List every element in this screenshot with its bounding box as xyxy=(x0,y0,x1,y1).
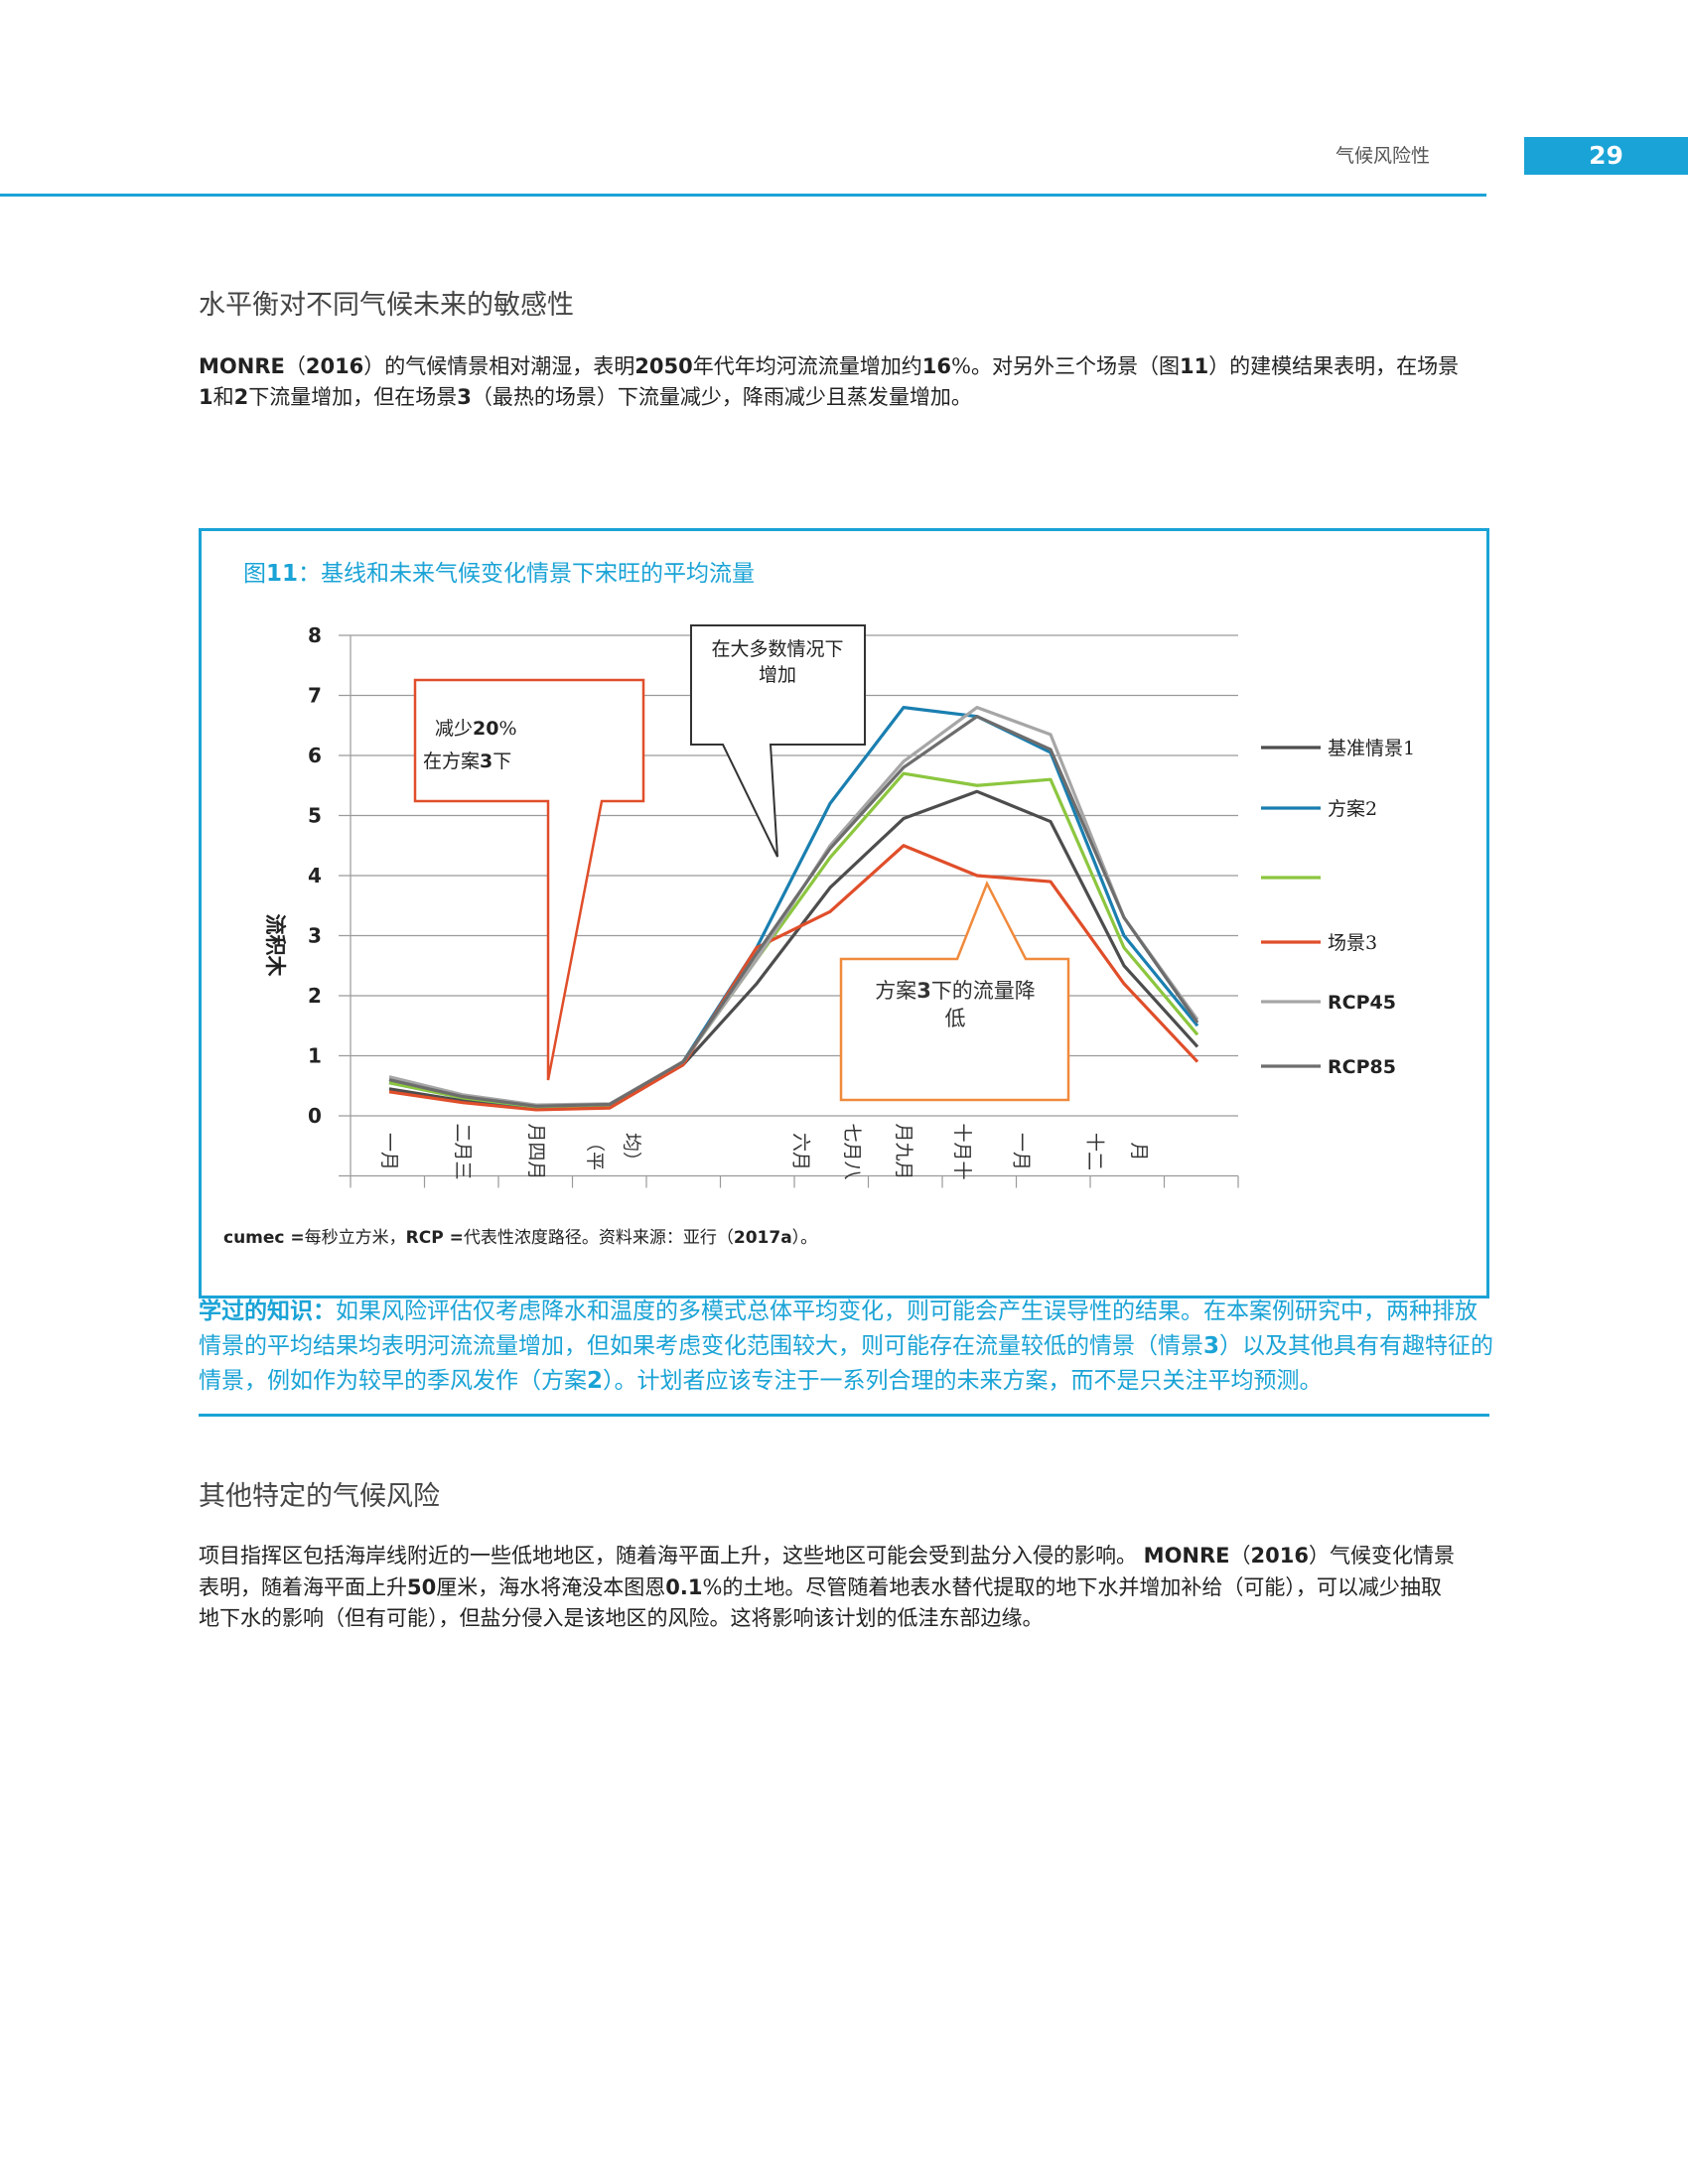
figure-caption: 图11：基线和未来气候变化情景下宋旺的平均流量 xyxy=(243,554,755,588)
text-run: （最热的场景）下流量减少，降雨减少且蒸发量增加。 xyxy=(471,385,972,409)
legend-label: 基准情景1 xyxy=(1328,738,1415,759)
x-tick-label: 十月十 xyxy=(951,1123,973,1179)
y-tick-label: 1 xyxy=(308,1044,322,1068)
x-tick-label: 月 xyxy=(1128,1142,1150,1160)
lesson-learned-text: 学过的知识：如果风险评估仅考虑降水和温度的多模式总体平均变化，则可能会产生误导性… xyxy=(199,1294,1494,1399)
text-monre: MONRE xyxy=(1143,1544,1230,1568)
text-run: （ xyxy=(1229,1544,1251,1568)
callout-low-box xyxy=(839,880,1070,1102)
callout-decrease-line2: 在方案3下 xyxy=(423,751,511,772)
flow-line-chart: 0 1 2 3 4 5 6 7 8 一月 二月三 月四月 （平 均） 六月 七月八 月九月 十月十 一月 十二 月 基… xyxy=(263,623,1415,1188)
y-tick-label: 0 xyxy=(308,1104,322,1128)
header-rule xyxy=(0,194,1486,197)
paragraph2-line-2: 表明，随着海平面上升50厘米，海水将淹没本图恩0.1%的土地。尽管随着地表水替代… xyxy=(199,1573,1489,1602)
text-run: ）气候变化情景 xyxy=(1308,1544,1455,1568)
text-run: 年代年均河流流量增加约 xyxy=(692,354,922,378)
y-tick-label: 8 xyxy=(308,623,322,647)
callout-increase-line1: 在大多数情况下 xyxy=(711,638,843,660)
note-text: 代表性浓度路径。资料来源：亚行（ xyxy=(463,1228,734,1248)
note-text: 每秒立方米， xyxy=(304,1228,406,1248)
callout-increase-line2: 增加 xyxy=(759,664,796,686)
text-run: ）的建模结果表明，在场景 xyxy=(1208,354,1460,378)
callout-increase-box xyxy=(690,624,866,858)
legend-label: 方案2 xyxy=(1328,798,1377,820)
x-tick-label: （平 xyxy=(584,1133,606,1170)
y-tick-label: 4 xyxy=(308,864,322,887)
x-tick-label: 一月 xyxy=(378,1133,400,1170)
paragraph2-line-3: 地下水的影响（但有可能），但盐分侵入是该地区的风险。这将影响该计划的低洼东部边缘… xyxy=(199,1606,1044,1630)
paragraph-line-2: 1和2下流量增加，但在场景3（最热的场景）下流量减少，降雨减少且蒸发量增加。 xyxy=(199,383,1489,412)
lesson-text: ）以及其他具有有趣特征的情景，例如作为较早的季风发作（方案 xyxy=(199,1333,1494,1394)
text-year: 2016 xyxy=(1250,1544,1309,1568)
y-tick-label: 5 xyxy=(308,804,322,828)
y-tick-label: 3 xyxy=(308,924,322,948)
legend-label: 场景3 xyxy=(1328,932,1377,954)
page-number-badge: 29 xyxy=(1524,137,1688,175)
series-line xyxy=(388,715,1199,1108)
running-header-title: 气候风险性 xyxy=(1335,145,1430,167)
note-term: 2017a xyxy=(733,1228,792,1248)
y-tick-label: 2 xyxy=(308,984,322,1008)
x-tick-label: 二月三 xyxy=(452,1123,474,1179)
x-tick-label: 七月八 xyxy=(841,1123,863,1179)
note-term: cumec = xyxy=(223,1228,305,1248)
text-number: 11 xyxy=(1179,354,1209,378)
text-run: 表明，随着海平面上升 xyxy=(199,1575,407,1599)
lesson-number: 2 xyxy=(587,1368,604,1394)
caption-prefix: 图 xyxy=(243,561,266,587)
lesson-text: ）。计划者应该专注于一系列合理的未来方案，而不是只关注平均预测。 xyxy=(603,1368,1323,1394)
text-run: （ xyxy=(284,354,306,378)
lesson-number: 3 xyxy=(1203,1333,1220,1359)
text-number: 50 xyxy=(407,1575,437,1599)
text-run: 项目指挥区包括海岸线附近的一些低地地区，随着海平面上升，这些地区可能会受到盐分入… xyxy=(199,1544,1144,1568)
text-number: 3 xyxy=(457,385,472,409)
paragraph2-line-1: 项目指挥区包括海岸线附近的一些低地地区，随着海平面上升，这些地区可能会受到盐分入… xyxy=(199,1542,1489,1570)
text-number: 16 xyxy=(921,354,951,378)
x-tick-label: 月四月 xyxy=(525,1123,547,1179)
lesson-rule xyxy=(199,1414,1489,1417)
y-tick-label: 6 xyxy=(308,744,322,767)
x-tick-label: 六月 xyxy=(789,1133,811,1170)
x-tick-label: 十二 xyxy=(1083,1133,1105,1170)
text-year: 2050 xyxy=(634,354,693,378)
lesson-text: 如果风险评估仅考虑降水和温度的多模式总体平均变化，则可能会产生误导性的结果。在本… xyxy=(199,1298,1477,1359)
caption-text: ：基线和未来气候变化情景下宋旺的平均流量 xyxy=(298,561,756,587)
x-tick-label: 月九月 xyxy=(893,1123,914,1179)
paragraph-line-1: MONRE（2016）的气候情景相对潮湿，表明2050年代年均河流流量增加约16… xyxy=(199,352,1489,381)
callout-low-line2: 低 xyxy=(945,1007,966,1030)
text-monre: MONRE xyxy=(199,354,285,378)
text-run: 和 xyxy=(212,385,234,409)
legend-label: RCP85 xyxy=(1328,1056,1396,1078)
text-year: 2016 xyxy=(305,354,364,378)
text-number: 0.1 xyxy=(665,1575,703,1599)
section-heading-sensitivity: 水平衡对不同气候未来的敏感性 xyxy=(199,290,574,321)
callout-decrease-box xyxy=(413,678,645,1081)
y-axis-label: 流积木 xyxy=(263,914,288,978)
x-tick-label: 一月 xyxy=(1010,1133,1032,1170)
figure-frame xyxy=(199,528,1489,1298)
series-line xyxy=(388,771,1199,1109)
caption-number: 11 xyxy=(266,561,299,587)
section-heading-other-risks: 其他特定的气候风险 xyxy=(199,1481,440,1512)
text-number: 1 xyxy=(199,385,213,409)
callout-low-line1: 方案3下的流量降 xyxy=(875,979,1036,1003)
text-run: %。对另外三个场景（图 xyxy=(950,354,1180,378)
text-run: ）的气候情景相对潮湿，表明 xyxy=(363,354,635,378)
legend-label: RCP45 xyxy=(1328,992,1396,1014)
lesson-lead: 学过的知识： xyxy=(199,1297,336,1324)
y-tick-label: 7 xyxy=(308,684,322,708)
figure-note: cumec =每秒立方米，RCP =代表性浓度路径。资料来源：亚行（2017a）… xyxy=(223,1223,817,1248)
text-run: 下流量增加，但在场景 xyxy=(248,385,458,409)
note-term: RCP = xyxy=(405,1228,464,1248)
note-text: ）。 xyxy=(791,1228,818,1248)
x-tick-label: 均） xyxy=(621,1133,642,1170)
series-line xyxy=(388,844,1199,1112)
text-run: %的土地。尽管随着地表水替代提取的地下水并增加补给（可能），可以减少抽取 xyxy=(702,1575,1442,1599)
text-number: 2 xyxy=(233,385,249,409)
callout-decrease-line1: 减少20% xyxy=(435,718,517,740)
text-run: 厘米，海水将淹没本图恩 xyxy=(436,1575,666,1599)
